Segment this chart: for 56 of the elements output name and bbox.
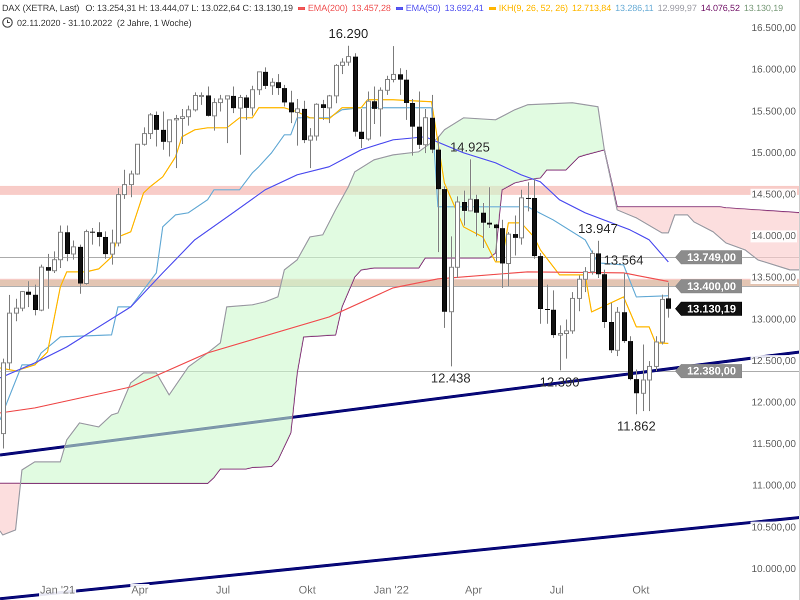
legend-label: EMA(50) [406,3,441,13]
y-tick-label: 16.000,00 [752,64,796,76]
chart-title: DAX (XETRA, Last) [2,3,80,13]
candlestick [494,223,499,262]
x-tick-label: Jul [216,584,230,597]
candlestick [487,186,492,229]
candlestick [97,222,102,247]
y-tick-label: 16.500,00 [752,23,796,34]
y-tick-label: 14.000,00 [752,231,796,242]
candlestick [410,98,415,156]
y-tick-label: 10.000,00 [752,564,796,575]
x-tick-label: Okt [632,584,650,597]
annotation: 11.862 [616,418,656,434]
x-tick-label: Apr [465,584,482,597]
annotation: 13.947 [578,220,618,236]
ref-line-label: 13.400,00 [687,280,736,293]
y-tick-label: 10.500,00 [752,522,796,534]
x-tick-label: Jan '22 [374,584,409,597]
y-tick-label: 13.500,00 [752,272,796,284]
candlestick [103,230,108,260]
candlestick [359,108,364,149]
annotation: 12.438 [430,370,471,386]
y-tick-label: 14.500,00 [752,189,796,200]
annotation: 12.713,84 [572,3,612,13]
annotation: 14.925 [450,139,490,154]
x-tick-label: Jan '21 [40,584,76,597]
annotation: 12.999,97 [658,3,697,13]
y-tick-label: 13.000,00 [752,314,796,326]
annotation: 13.130,19 [744,3,784,13]
y-tick-label: 15.000,00 [752,148,796,159]
x-tick-label: Okt [298,584,316,597]
annotation: O: 13.254,31 H: 13.444,07 L: 13.022,64 C: 13.130,19 [85,3,293,13]
annotation: 13.130,19 [687,303,736,316]
candlestick [481,202,486,248]
annotation: 13.564 [604,252,644,268]
ref-line-label: 12.380,00 [687,366,736,378]
y-tick-label: 11.500,00 [752,439,796,450]
x-tick-label: Jul [550,584,564,597]
candlestick [282,84,287,108]
candlestick [634,368,639,415]
y-tick-label: 12.500,00 [752,356,796,367]
y-tick-label: 12.000,00 [752,398,796,409]
annotation: 16.290 [328,26,368,41]
legend-label: IKH(9, 26, 52, 26) [498,3,568,13]
y-tick-label: 15.500,00 [752,106,796,118]
ref-line-label: 13.749,00 [687,252,736,264]
candlestick [398,68,403,96]
y-tick-label: 11.000,00 [752,480,796,492]
annotation: 13.692,41 [444,3,484,13]
annotation: 13.286,11 [615,3,654,13]
text: 02.11.2020 - 31.10.2022 (2 Jahre, 1 Woche) [17,18,192,28]
annotation: 13.457,28 [352,3,391,13]
annotation: 14.076,52 [700,3,740,13]
candlestick [404,69,409,120]
legend-label: EMA(200) [308,3,348,13]
x-tick-label: Apr [131,584,149,597]
